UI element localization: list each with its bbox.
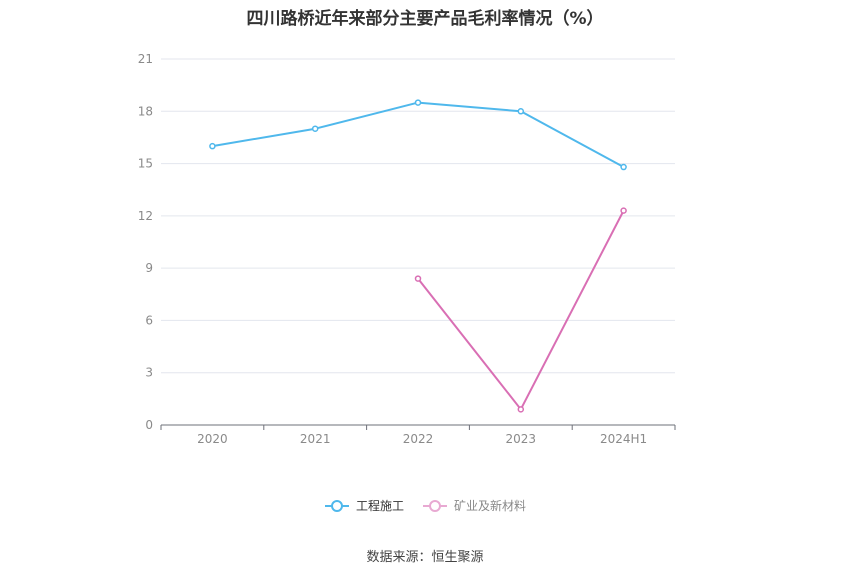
x-tick-label: 2023 [506,432,537,446]
y-tick-label: 21 [138,52,153,66]
legend-item[interactable]: 矿业及新材料 [422,497,526,514]
legend: 工程施工 矿业及新材料 [0,497,850,514]
series-lines [209,99,627,413]
y-tick-label: 0 [145,418,153,432]
x-tick-label: 2024H1 [600,432,647,446]
data-point[interactable] [311,125,319,132]
legend-label: 工程施工 [355,499,404,513]
x-tick-label: 2022 [403,432,434,446]
legend-item[interactable]: 工程施工 [324,497,404,514]
data-point[interactable] [209,142,216,150]
data-point[interactable] [414,99,422,106]
data-source: 数据来源：恒生聚源 [366,550,484,565]
series-line [417,210,625,411]
data-point[interactable] [414,275,422,282]
legend-line-circle-icon [423,499,447,512]
tick-labels: 0 3 6 9 12 15 18 21 2020 2021 2022 2023 2024H1 [138,52,647,446]
axes [160,424,676,430]
y-tick-label: 3 [145,366,153,380]
grid-lines [161,58,675,374]
data-point[interactable] [517,406,525,413]
legend-label: 矿业及新材料 [454,499,527,513]
y-tick-label: 6 [145,313,153,327]
chart-title: 四川路桥近年来部分主要产品毛利率情况（%） [246,9,604,29]
x-tick-label: 2020 [197,432,228,446]
data-point[interactable] [620,163,627,171]
data-point[interactable] [620,207,627,214]
y-tick-label: 9 [145,261,153,275]
x-tick-label: 2021 [300,432,331,446]
series-2 [414,207,627,413]
data-point[interactable] [517,108,525,115]
legend-line-circle-icon [324,499,349,512]
series-line [212,101,625,168]
series-1 [209,99,627,171]
y-tick-label: 18 [138,104,153,118]
y-tick-label: 15 [138,157,153,171]
y-tick-label: 12 [138,209,153,223]
